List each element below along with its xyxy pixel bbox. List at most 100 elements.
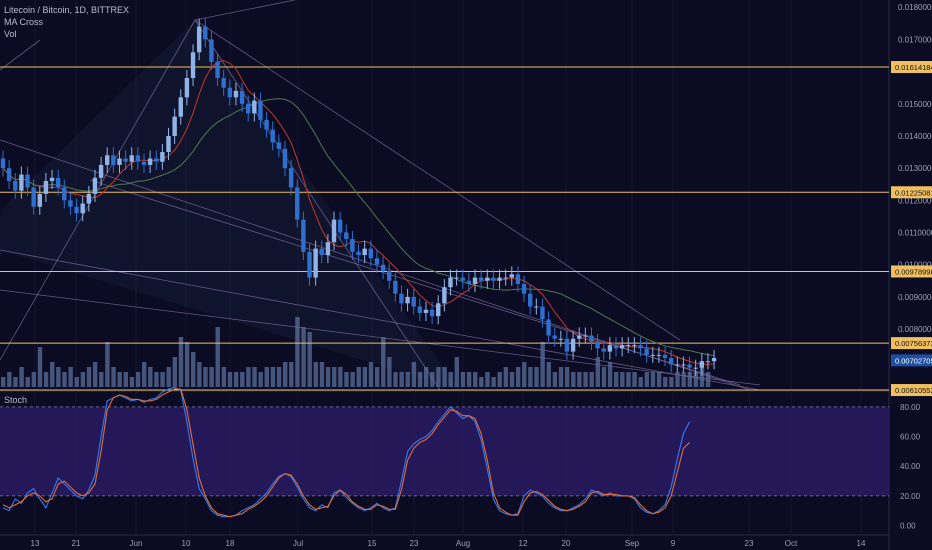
volume-bar (436, 367, 441, 387)
candle (485, 277, 490, 281)
candle (705, 361, 711, 363)
time-tick-label: 12 (519, 539, 528, 548)
volume-bar (515, 367, 521, 387)
volume-bar (356, 367, 361, 387)
candle (166, 135, 171, 153)
volume-bar (583, 372, 588, 387)
volume-bar (233, 372, 239, 387)
candle (393, 280, 398, 294)
candle (497, 277, 502, 281)
candle (184, 78, 190, 98)
pattern-fill (0, 20, 460, 390)
candle (577, 335, 582, 339)
volume-bar (319, 362, 325, 387)
time-tick-label: 13 (31, 539, 40, 548)
volume-bar (148, 367, 153, 387)
volume-bar (626, 372, 631, 387)
chart-title[interactable]: Litecoin / Bitcoin, 1D, BITTREX (4, 5, 129, 15)
candle (215, 61, 220, 79)
volume-bar (80, 372, 86, 387)
price-level-lines (0, 66, 889, 391)
volume-bar (473, 372, 478, 387)
volume-bar (62, 372, 67, 387)
volume-bar (693, 372, 699, 387)
volume-bar (197, 362, 202, 387)
volume-bar (430, 372, 435, 387)
candle (105, 155, 110, 165)
price-tick-label: 0.01200000 (898, 196, 932, 205)
candle (49, 177, 55, 182)
volume-bar (558, 367, 564, 387)
candle (233, 90, 239, 98)
candle (239, 90, 245, 104)
volume-bar (117, 372, 122, 387)
candle (129, 155, 134, 162)
volume-bar (50, 362, 55, 387)
volume-bar (632, 372, 637, 387)
volume-bar (387, 357, 392, 387)
volume-bar (37, 347, 43, 387)
time-tick-label: 14 (857, 539, 866, 548)
time-tick-label: 23 (745, 539, 754, 548)
volume-bar (154, 372, 159, 387)
volume-bar (368, 362, 374, 387)
volume-bar (699, 367, 705, 387)
trend-line (0, 289, 761, 386)
time-tick-label: 23 (410, 539, 419, 548)
price-tick-label: 0.01100000 (898, 229, 932, 238)
time-tick-label: 9 (671, 539, 676, 548)
candle (172, 116, 177, 136)
volume-bar (160, 372, 165, 387)
price-tick-label: 0.01800000 (898, 3, 932, 12)
main-panel-bg (0, 0, 889, 390)
candle (478, 277, 484, 281)
candle (552, 335, 557, 339)
volume-bar (669, 377, 674, 387)
legend-vol[interactable]: Vol (4, 29, 17, 39)
stoch-tick-label: 60.00 (900, 433, 921, 442)
volume-bar (252, 367, 257, 387)
volume-bar (656, 372, 662, 387)
volume-bar (68, 367, 73, 387)
candle (460, 277, 465, 281)
stoch-title[interactable]: Stoch (4, 395, 27, 405)
price-level-badge (891, 337, 932, 350)
volume-bar (644, 372, 650, 387)
candle (344, 232, 349, 239)
volume-bar (442, 367, 447, 387)
volume-bar (479, 377, 484, 387)
candle (203, 26, 208, 40)
ma-cross-lines (2, 60, 715, 366)
stoch-d-line (2, 388, 690, 518)
volume-bar (460, 372, 466, 387)
candle (190, 52, 196, 79)
volume-bar (172, 357, 178, 387)
price-tick-label: 0.01300000 (898, 164, 932, 173)
volume-bar (491, 377, 496, 387)
candles-layer (0, 18, 717, 376)
legend-ma-cross[interactable]: MA Cross (4, 17, 44, 27)
candle (307, 251, 312, 278)
volume-bar (325, 367, 331, 387)
volume-bar (13, 377, 18, 387)
candle (350, 238, 355, 252)
volume-bar (466, 372, 472, 387)
volume-bar (215, 327, 220, 387)
stoch-tick-label: 20.00 (900, 492, 921, 501)
candle (662, 354, 668, 359)
candle (86, 193, 92, 204)
candle (221, 78, 226, 88)
volume-bar (289, 362, 294, 387)
candle (632, 345, 637, 347)
volume-bar (405, 372, 410, 387)
axis-labels-layer: 0.01800000 0.01700000 0.01500000 0.01400000… (31, 3, 932, 548)
candle (313, 248, 318, 278)
candle (540, 306, 545, 320)
price-level-badge (891, 186, 932, 199)
volume-bar (258, 372, 263, 387)
volume-bar (301, 327, 306, 387)
volume-bar (129, 377, 135, 387)
price-level-badge (891, 265, 932, 278)
candle (209, 39, 214, 62)
volume-bar (7, 372, 12, 387)
